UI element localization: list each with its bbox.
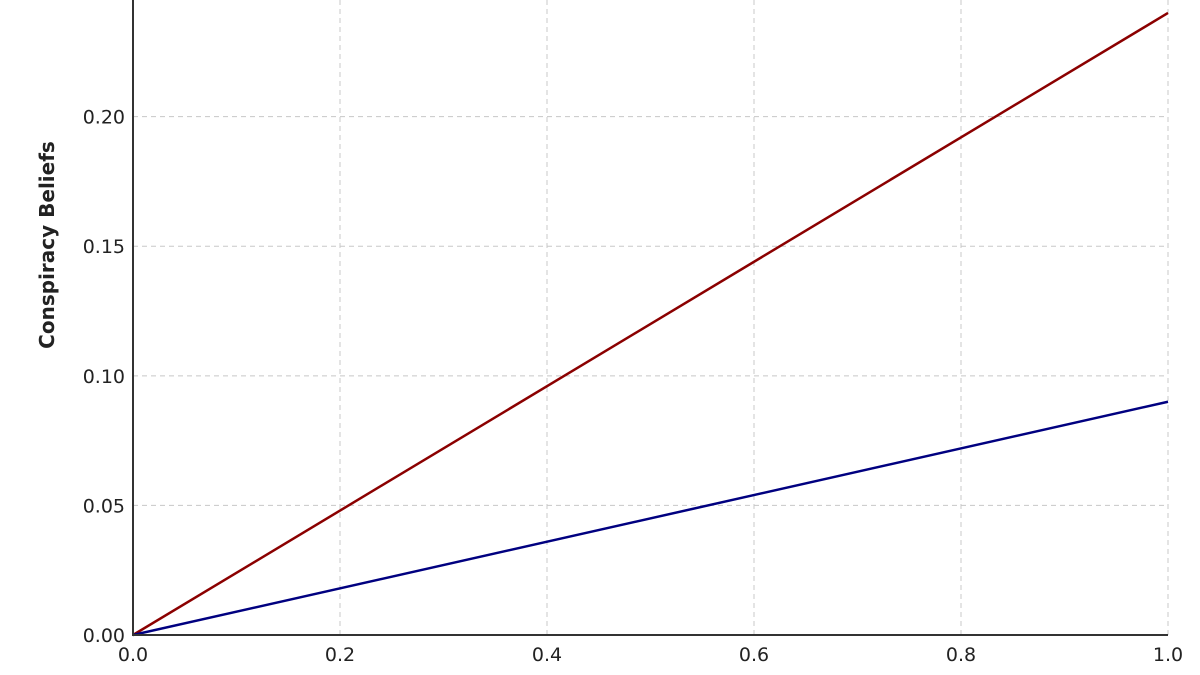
x-tick-label: 0.6 [739, 644, 769, 666]
y-tick-label: 0.05 [83, 495, 125, 517]
x-tick-label: 0.2 [325, 644, 355, 666]
x-tick-label: 1.0 [1153, 644, 1183, 666]
series-line-1 [132, 400, 1169, 637]
y-tick-label: 0.10 [83, 366, 125, 388]
x-tick-label: 0.4 [532, 644, 562, 666]
grid [133, 0, 1169, 635]
y-tick-label: 0.15 [83, 236, 125, 258]
tick-labels: 0.0 0.2 0.4 0.6 0.8 1.0 0.00 0.05 0.10 0.15 0.20 [83, 107, 1183, 666]
series-lines [132, 11, 1169, 637]
y-axis-label: Conspiracy Beliefs [35, 141, 59, 349]
series-line-0 [132, 11, 1169, 637]
x-tick-label: 0.8 [946, 644, 976, 666]
x-tick-label: 0.0 [118, 644, 148, 666]
axes [132, 0, 1168, 636]
y-tick-label: 0.20 [83, 107, 125, 129]
y-tick-label: 0.00 [83, 625, 125, 647]
